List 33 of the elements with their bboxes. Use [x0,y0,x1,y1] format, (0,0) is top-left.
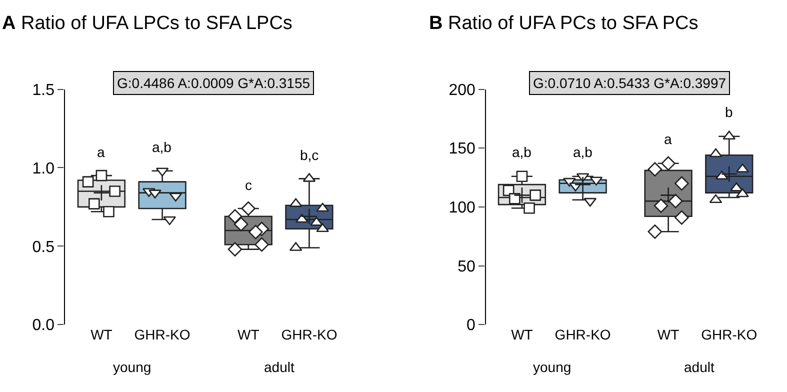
y-tick-label: 0 [466,317,476,334]
y-tick-label: 1.5 [32,82,55,99]
annotation: a,b [512,144,532,160]
x-axis-title: young [113,359,152,375]
annotation: a,b [573,144,593,160]
y-tick-label: 200 [448,82,476,99]
x-tick-label: GHR-KO [281,326,338,343]
x-tick-label: GHR-KO [701,326,758,343]
x-tick-label: WT [237,326,260,343]
annotation: b,c [300,147,319,163]
y-tick-label: 150 [448,140,476,158]
annotation: a [97,144,105,160]
x-tick-label: WT [657,326,680,343]
y-tick-label: 0.5 [32,238,55,256]
annotation: G:0.4486 A:0.0009 G*A:0.3155 [117,75,310,91]
x-tick-label: GHR-KO [554,326,611,343]
annotation: a [664,131,672,147]
annotation: G:0.0710 A:0.5433 G*A:0.3997 [533,75,726,91]
y-tick-label: 50 [458,258,476,276]
annotation: c [245,177,252,193]
x-axis-title: adult [684,359,714,375]
annotation: a,b [152,139,172,155]
chart-title: B Ratio of UFA PCs to SFA PCs [429,13,698,34]
x-axis-title: young [533,359,572,375]
x-tick-label: GHR-KO [134,326,190,343]
annotation: b [725,104,733,120]
x-axis-title: adult [264,359,294,375]
y-tick-label: 0.0 [32,317,55,334]
x-tick-label: WT [90,326,113,343]
y-tick-label: 100 [448,200,476,217]
x-tick-label: WT [511,326,534,343]
y-tick-label: 1.0 [32,160,55,178]
chart-title: A Ratio of UFA LPCs to SFA LPCs [2,13,292,34]
